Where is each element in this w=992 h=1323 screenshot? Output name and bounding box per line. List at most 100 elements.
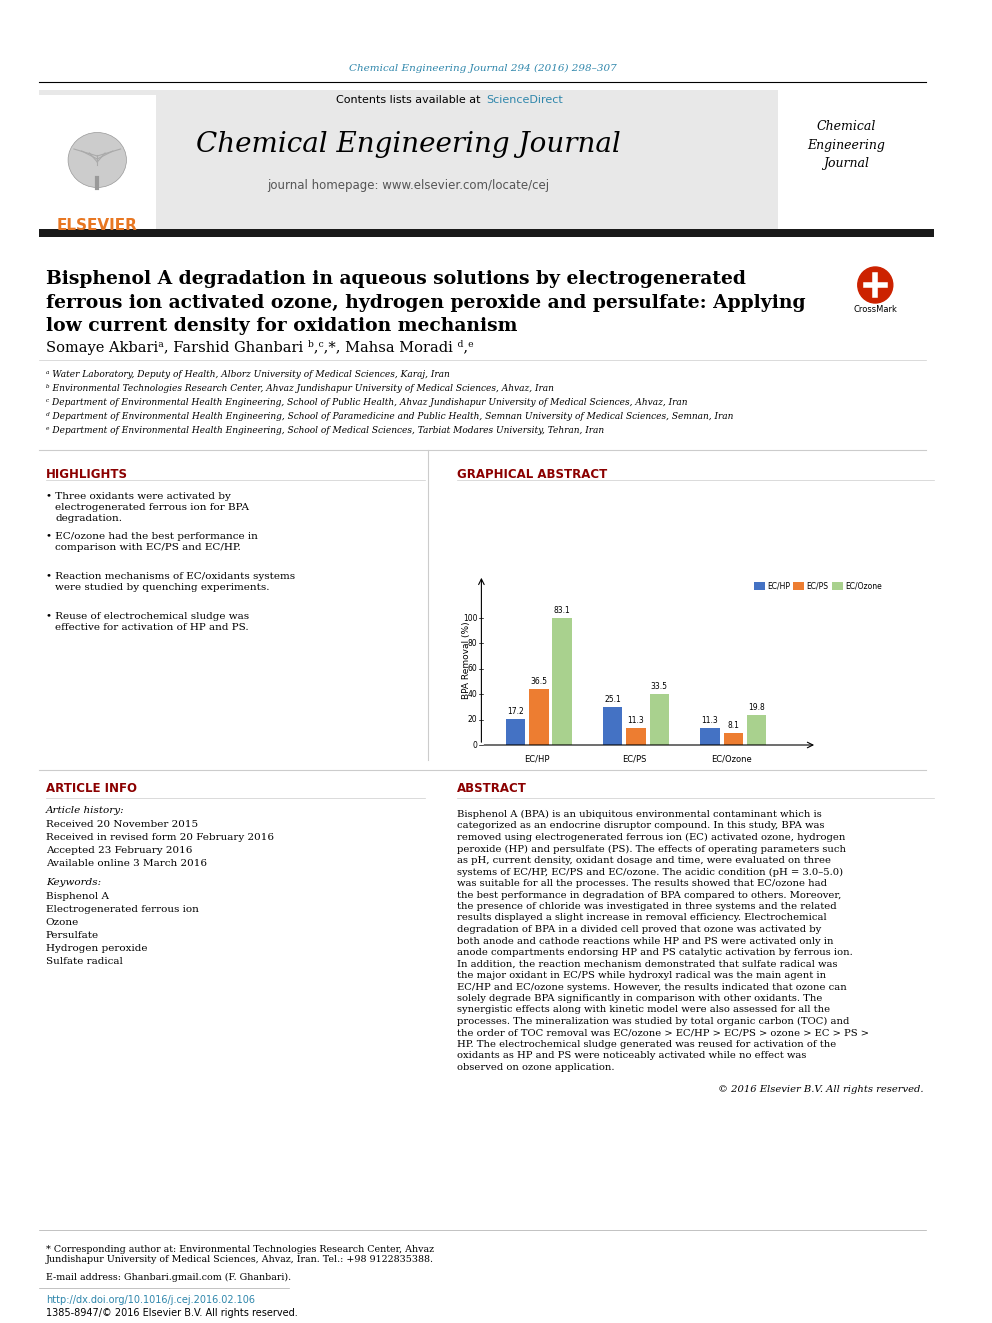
Text: Ozone: Ozone bbox=[46, 918, 79, 927]
Text: solely degrade BPA significantly in comparison with other oxidants. The: solely degrade BPA significantly in comp… bbox=[457, 994, 822, 1003]
Text: journal homepage: www.elsevier.com/locate/cej: journal homepage: www.elsevier.com/locat… bbox=[268, 179, 550, 192]
Text: oxidants as HP and PS were noticeably activated while no effect was: oxidants as HP and PS were noticeably ac… bbox=[457, 1052, 806, 1061]
Text: 60: 60 bbox=[468, 664, 477, 673]
Text: • EC/ozone had the best performance in: • EC/ozone had the best performance in bbox=[46, 532, 258, 541]
Text: ELSEVIER: ELSEVIER bbox=[57, 217, 138, 233]
Text: 1385-8947/© 2016 Elsevier B.V. All rights reserved.: 1385-8947/© 2016 Elsevier B.V. All right… bbox=[46, 1308, 298, 1318]
Text: Chemical Engineering Journal: Chemical Engineering Journal bbox=[196, 131, 621, 159]
Text: 25.1: 25.1 bbox=[604, 695, 621, 704]
Bar bbox=[506, 718, 525, 745]
Text: Electrogenerated ferrous ion: Electrogenerated ferrous ion bbox=[46, 905, 198, 914]
Text: EC/HP: EC/HP bbox=[524, 755, 550, 763]
Bar bbox=[831, 582, 843, 590]
Text: effective for activation of HP and PS.: effective for activation of HP and PS. bbox=[56, 623, 249, 632]
Text: 80: 80 bbox=[468, 639, 477, 648]
Text: Chemical Engineering Journal 294 (2016) 298–307: Chemical Engineering Journal 294 (2016) … bbox=[348, 64, 616, 73]
Bar bbox=[39, 229, 933, 237]
Text: 11.3: 11.3 bbox=[701, 716, 718, 725]
Bar bbox=[747, 714, 767, 745]
Bar bbox=[39, 95, 156, 230]
Text: Available online 3 March 2016: Available online 3 March 2016 bbox=[46, 859, 206, 868]
Text: ABSTRACT: ABSTRACT bbox=[457, 782, 527, 795]
Text: 17.2: 17.2 bbox=[507, 706, 524, 716]
Bar bbox=[793, 582, 805, 590]
Bar bbox=[603, 706, 622, 745]
Text: • Reuse of electrochemical sludge was: • Reuse of electrochemical sludge was bbox=[46, 613, 249, 620]
Text: peroxide (HP) and persulfate (PS). The effects of operating parameters such: peroxide (HP) and persulfate (PS). The e… bbox=[457, 844, 846, 853]
Text: In addition, the reaction mechanism demonstrated that sulfate radical was: In addition, the reaction mechanism demo… bbox=[457, 959, 837, 968]
Text: electrogenerated ferrous ion for BPA: electrogenerated ferrous ion for BPA bbox=[56, 503, 249, 512]
Bar bbox=[723, 733, 743, 745]
Text: Hydrogen peroxide: Hydrogen peroxide bbox=[46, 945, 147, 953]
Text: Somaye Akbariᵃ, Farshid Ghanbari ᵇ,ᶜ,*, Mahsa Moradi ᵈ,ᵉ: Somaye Akbariᵃ, Farshid Ghanbari ᵇ,ᶜ,*, … bbox=[46, 340, 473, 355]
Text: was suitable for all the processes. The results showed that EC/ozone had: was suitable for all the processes. The … bbox=[457, 878, 827, 888]
Text: Accepted 23 February 2016: Accepted 23 February 2016 bbox=[46, 845, 192, 855]
Text: Sulfate radical: Sulfate radical bbox=[46, 957, 123, 966]
Text: processes. The mineralization was studied by total organic carbon (TOC) and: processes. The mineralization was studie… bbox=[457, 1017, 849, 1027]
Text: comparison with EC/PS and EC/HP.: comparison with EC/PS and EC/HP. bbox=[56, 542, 241, 552]
Text: EC/PS: EC/PS bbox=[622, 755, 646, 763]
Text: results displayed a slight increase in removal efficiency. Electrochemical: results displayed a slight increase in r… bbox=[457, 913, 826, 922]
Text: ᵃ Water Laboratory, Deputy of Health, Alborz University of Medical Sciences, Kar: ᵃ Water Laboratory, Deputy of Health, Al… bbox=[46, 370, 449, 378]
Bar bbox=[754, 582, 766, 590]
Text: Chemical
Engineering
Journal: Chemical Engineering Journal bbox=[807, 120, 885, 169]
Text: removed using electrogenerated ferrous ion (EC) activated ozone, hydrogen: removed using electrogenerated ferrous i… bbox=[457, 833, 845, 843]
Text: the major oxidant in EC/PS while hydroxyl radical was the main agent in: the major oxidant in EC/PS while hydroxy… bbox=[457, 971, 826, 980]
Bar bbox=[700, 728, 719, 745]
Text: 33.5: 33.5 bbox=[651, 681, 668, 691]
Text: anode compartments endorsing HP and PS catalytic activation by ferrous ion.: anode compartments endorsing HP and PS c… bbox=[457, 949, 853, 957]
Text: the presence of chloride was investigated in three systems and the related: the presence of chloride was investigate… bbox=[457, 902, 836, 912]
Ellipse shape bbox=[68, 132, 126, 188]
Text: 0: 0 bbox=[472, 741, 477, 750]
Text: Bisphenol A: Bisphenol A bbox=[46, 892, 109, 901]
Text: ScienceDirect: ScienceDirect bbox=[486, 95, 563, 105]
Text: Persulfate: Persulfate bbox=[46, 931, 99, 941]
Text: 40: 40 bbox=[468, 689, 477, 699]
Text: 8.1: 8.1 bbox=[727, 721, 739, 729]
Text: degradation of BPA in a divided cell proved that ozone was activated by: degradation of BPA in a divided cell pro… bbox=[457, 925, 821, 934]
Text: EC/HP: EC/HP bbox=[768, 582, 791, 590]
Text: EC/Ozone: EC/Ozone bbox=[711, 755, 752, 763]
Text: Received 20 November 2015: Received 20 November 2015 bbox=[46, 820, 197, 830]
Text: EC/PS: EC/PS bbox=[806, 582, 828, 590]
Text: Keywords:: Keywords: bbox=[46, 878, 101, 886]
Text: synergistic effects along with kinetic model were also assessed for all the: synergistic effects along with kinetic m… bbox=[457, 1005, 830, 1015]
Text: 11.3: 11.3 bbox=[628, 716, 645, 725]
Text: Contents lists available at: Contents lists available at bbox=[336, 95, 481, 105]
Text: as pH, current density, oxidant dosage and time, were evaluated on three: as pH, current density, oxidant dosage a… bbox=[457, 856, 831, 865]
Text: 83.1: 83.1 bbox=[554, 606, 570, 615]
Text: Received in revised form 20 February 2016: Received in revised form 20 February 201… bbox=[46, 833, 274, 841]
Circle shape bbox=[858, 267, 893, 303]
Text: © 2016 Elsevier B.V. All rights reserved.: © 2016 Elsevier B.V. All rights reserved… bbox=[718, 1085, 924, 1094]
Text: both anode and cathode reactions while HP and PS were activated only in: both anode and cathode reactions while H… bbox=[457, 937, 833, 946]
Text: ᶜ Department of Environmental Health Engineering, School of Public Health, Ahvaz: ᶜ Department of Environmental Health Eng… bbox=[46, 398, 687, 407]
Text: 20: 20 bbox=[468, 716, 477, 724]
Text: GRAPHICAL ABSTRACT: GRAPHICAL ABSTRACT bbox=[457, 468, 607, 482]
Text: BPA Removal (%): BPA Removal (%) bbox=[462, 622, 471, 699]
Text: 36.5: 36.5 bbox=[531, 677, 548, 687]
Bar bbox=[650, 693, 669, 745]
Bar bbox=[553, 618, 571, 745]
Text: EC/HP and EC/ozone systems. However, the results indicated that ozone can: EC/HP and EC/ozone systems. However, the… bbox=[457, 983, 847, 991]
Text: HP. The electrochemical sludge generated was reused for activation of the: HP. The electrochemical sludge generated… bbox=[457, 1040, 836, 1049]
Text: the best performance in degradation of BPA compared to others. Moreover,: the best performance in degradation of B… bbox=[457, 890, 841, 900]
Text: Article history:: Article history: bbox=[46, 806, 124, 815]
Text: CrossMark: CrossMark bbox=[853, 306, 897, 315]
FancyBboxPatch shape bbox=[39, 90, 778, 230]
Text: the order of TOC removal was EC/ozone > EC/HP > EC/PS > ozone > EC > PS >: the order of TOC removal was EC/ozone > … bbox=[457, 1028, 869, 1037]
Text: http://dx.doi.org/10.1016/j.cej.2016.02.106: http://dx.doi.org/10.1016/j.cej.2016.02.… bbox=[46, 1295, 255, 1304]
Text: 19.8: 19.8 bbox=[748, 703, 765, 712]
Text: Bisphenol A degradation in aqueous solutions by electrogenerated
ferrous ion act: Bisphenol A degradation in aqueous solut… bbox=[46, 270, 806, 335]
Text: E-mail address: Ghanbari.gmail.com (F. Ghanbari).: E-mail address: Ghanbari.gmail.com (F. G… bbox=[46, 1273, 291, 1282]
Text: ᵈ Department of Environmental Health Engineering, School of Paramedicine and Pub: ᵈ Department of Environmental Health Eng… bbox=[46, 411, 733, 421]
Text: HIGHLIGHTS: HIGHLIGHTS bbox=[46, 468, 128, 482]
Text: systems of EC/HP, EC/PS and EC/ozone. The acidic condition (pH = 3.0–5.0): systems of EC/HP, EC/PS and EC/ozone. Th… bbox=[457, 868, 843, 877]
Text: * Corresponding author at: Environmental Technologies Research Center, Ahvaz
Jun: * Corresponding author at: Environmental… bbox=[46, 1245, 434, 1265]
Bar bbox=[626, 728, 646, 745]
Text: ᵇ Environmental Technologies Research Center, Ahvaz Jundishapur University of Me: ᵇ Environmental Technologies Research Ce… bbox=[46, 384, 554, 393]
Text: ᵉ Department of Environmental Health Engineering, School of Medical Sciences, Ta: ᵉ Department of Environmental Health Eng… bbox=[46, 426, 604, 435]
Text: Bisphenol A (BPA) is an ubiquitous environmental contaminant which is: Bisphenol A (BPA) is an ubiquitous envir… bbox=[457, 810, 821, 819]
Bar bbox=[529, 689, 549, 745]
Text: were studied by quenching experiments.: were studied by quenching experiments. bbox=[56, 583, 270, 591]
Text: degradation.: degradation. bbox=[56, 515, 122, 523]
